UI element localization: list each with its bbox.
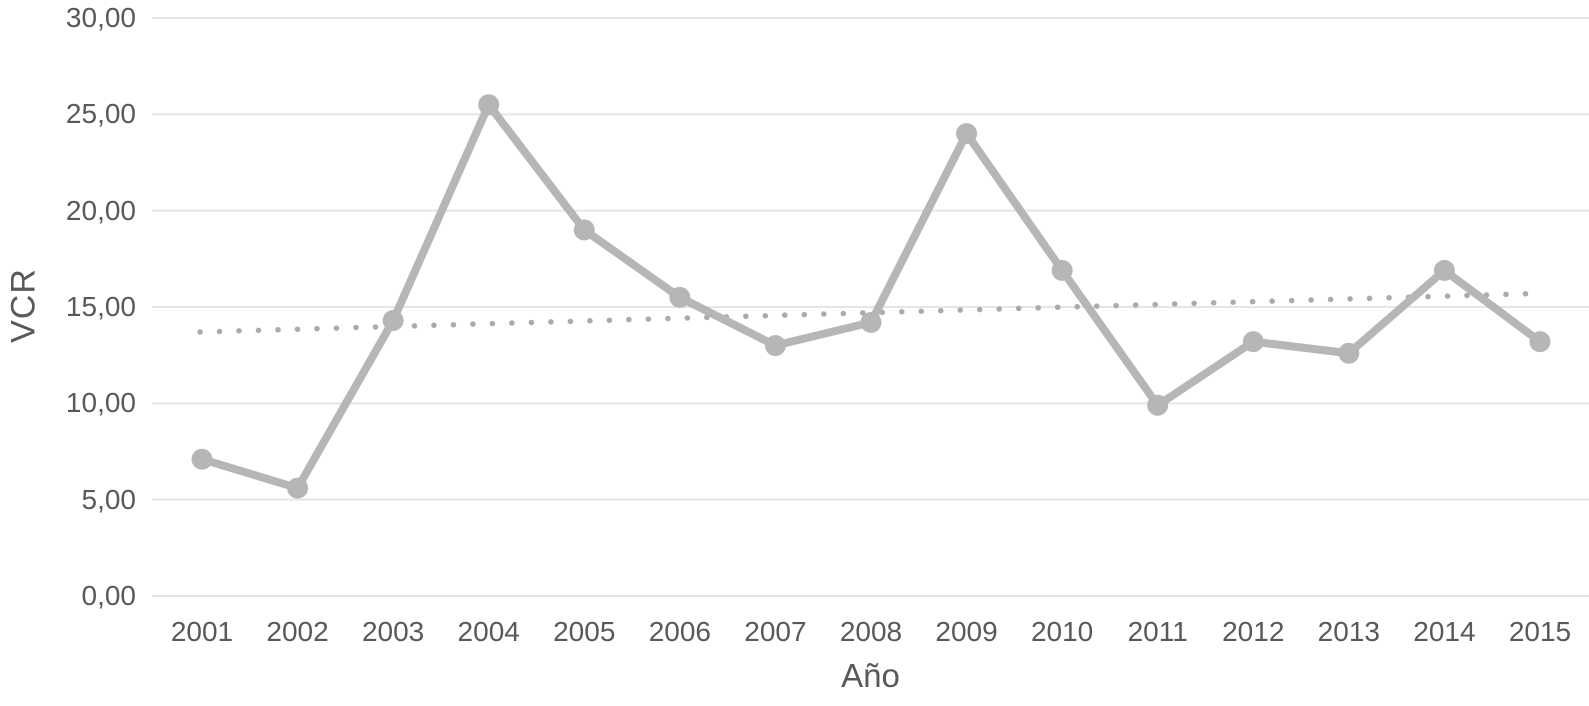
y-tick-label: 15,00 bbox=[65, 291, 136, 322]
data-point-marker bbox=[573, 219, 595, 241]
data-point-marker bbox=[956, 123, 978, 145]
data-point-marker bbox=[1051, 259, 1073, 281]
data-point-marker bbox=[191, 448, 213, 470]
y-tick-label: 5,00 bbox=[81, 483, 137, 515]
x-tick-label: 2003 bbox=[361, 616, 425, 647]
y-tick-label: 20,00 bbox=[65, 194, 136, 226]
x-axis-title: Año bbox=[841, 657, 900, 694]
x-tick-label: 2006 bbox=[648, 616, 711, 647]
x-tick-label: 2009 bbox=[935, 616, 998, 647]
x-tick-label: 2004 bbox=[457, 616, 520, 647]
x-tick-label: 2012 bbox=[1222, 616, 1285, 647]
data-point-marker bbox=[1529, 331, 1551, 353]
x-tick-label: 2010 bbox=[1030, 616, 1094, 647]
data-point-marker bbox=[860, 311, 882, 333]
x-tick-label: 2013 bbox=[1317, 616, 1380, 647]
x-tick-label: 2007 bbox=[744, 616, 807, 647]
data-point-marker bbox=[1433, 259, 1455, 281]
y-tick-label: 10,00 bbox=[65, 387, 136, 419]
x-tick-label: 2001 bbox=[170, 616, 234, 647]
y-tick-label: 0,00 bbox=[81, 580, 137, 611]
data-point-marker bbox=[764, 335, 786, 357]
x-tick-label: 2002 bbox=[266, 616, 329, 647]
x-tick-label: 2008 bbox=[839, 616, 903, 647]
x-tick-label: 2011 bbox=[1127, 616, 1188, 647]
y-tick-label: 25,00 bbox=[65, 98, 136, 130]
x-tick-label: 2005 bbox=[553, 616, 616, 647]
y-tick-label: 30,00 bbox=[65, 2, 136, 33]
data-point-marker bbox=[1147, 394, 1169, 416]
data-point-marker bbox=[478, 94, 500, 116]
series-line bbox=[198, 100, 1544, 493]
data-point-marker bbox=[1242, 331, 1264, 353]
data-point-marker bbox=[382, 309, 404, 331]
x-tick-label: 2015 bbox=[1508, 616, 1572, 647]
trendline-dotted bbox=[197, 290, 1539, 335]
data-point-marker bbox=[1338, 342, 1360, 364]
data-point-marker bbox=[287, 477, 309, 499]
data-point-marker bbox=[669, 286, 691, 308]
x-tick-label: 2014 bbox=[1413, 616, 1476, 647]
